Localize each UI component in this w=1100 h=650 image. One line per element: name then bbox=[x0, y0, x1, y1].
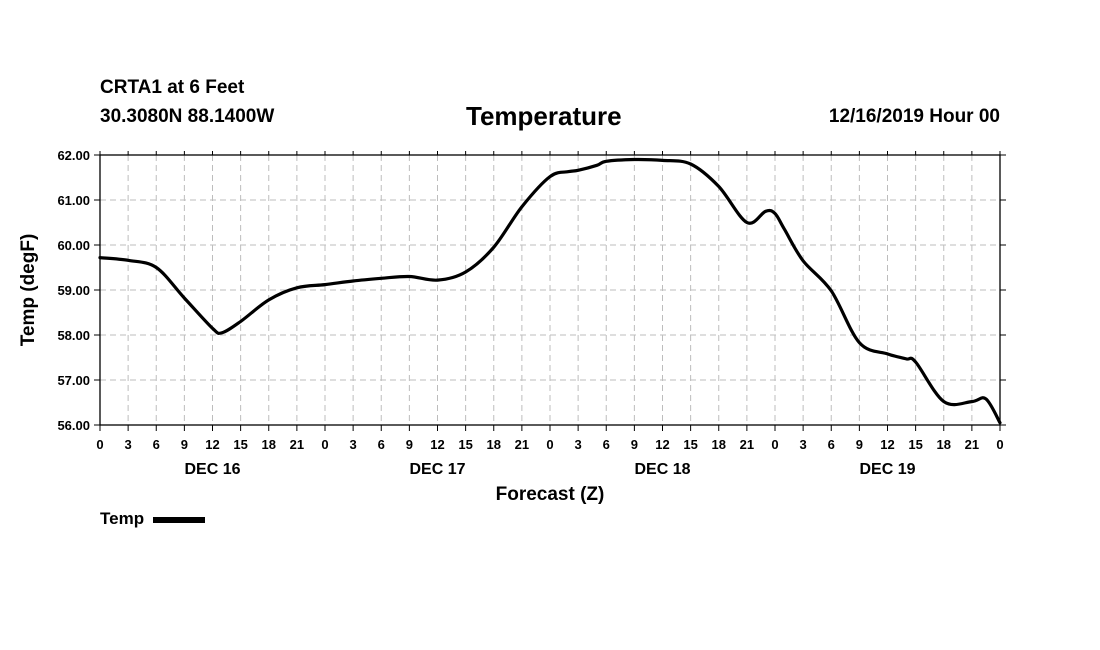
data-point bbox=[595, 164, 598, 167]
x-tick-label: 15 bbox=[908, 437, 922, 452]
data-point bbox=[352, 280, 355, 283]
data-point bbox=[324, 283, 327, 286]
x-tick-label: 12 bbox=[205, 437, 219, 452]
x-tick-label: 18 bbox=[937, 437, 951, 452]
data-point bbox=[577, 169, 580, 172]
x-tick-label: 18 bbox=[487, 437, 501, 452]
day-label: DEC 17 bbox=[409, 461, 465, 478]
x-tick-label: 9 bbox=[406, 437, 413, 452]
y-axis-label: Temp (degF) bbox=[18, 234, 39, 347]
x-tick-label: 18 bbox=[262, 437, 276, 452]
data-point bbox=[942, 400, 945, 403]
data-point bbox=[380, 277, 383, 280]
x-tick-label: 6 bbox=[603, 437, 610, 452]
data-point bbox=[408, 275, 411, 278]
x-tick-label: 3 bbox=[350, 437, 357, 452]
data-point bbox=[295, 286, 298, 289]
x-tick-label: 0 bbox=[996, 437, 1003, 452]
x-tick-label: 0 bbox=[546, 437, 553, 452]
x-tick-label: 15 bbox=[458, 437, 472, 452]
data-point bbox=[127, 259, 130, 262]
y-tick-label: 61.00 bbox=[57, 193, 90, 208]
data-point bbox=[689, 163, 692, 166]
coordinates-label: 30.3080N 88.1400W bbox=[100, 106, 275, 127]
x-tick-label: 9 bbox=[856, 437, 863, 452]
data-point bbox=[492, 246, 495, 249]
data-point bbox=[520, 205, 523, 208]
data-point bbox=[605, 160, 608, 163]
data-point bbox=[211, 327, 214, 330]
data-point bbox=[661, 159, 664, 162]
x-tick-label: 6 bbox=[153, 437, 160, 452]
y-tick-label: 56.00 bbox=[57, 418, 90, 433]
x-tick-label: 21 bbox=[965, 437, 979, 452]
x-tick-label: 3 bbox=[125, 437, 132, 452]
data-point bbox=[549, 175, 552, 178]
data-point bbox=[436, 279, 439, 282]
x-tick-label: 6 bbox=[828, 437, 835, 452]
data-point bbox=[905, 357, 908, 360]
station-label: CRTA1 at 6 Feet bbox=[100, 77, 245, 98]
x-tick-label: 21 bbox=[515, 437, 529, 452]
data-point bbox=[633, 158, 636, 161]
chart-title: Temperature bbox=[466, 101, 622, 131]
data-point bbox=[970, 400, 973, 403]
data-point bbox=[464, 271, 467, 274]
data-point bbox=[267, 298, 270, 301]
x-tick-label: 15 bbox=[233, 437, 247, 452]
series-line-temp bbox=[98, 157, 1002, 425]
legend-label: Temp bbox=[100, 509, 145, 528]
x-tick-label: 18 bbox=[712, 437, 726, 452]
data-point bbox=[239, 320, 242, 323]
x-tick-label: 0 bbox=[771, 437, 778, 452]
day-label: DEC 18 bbox=[634, 461, 690, 478]
data-point bbox=[830, 289, 833, 292]
x-tick-label: 21 bbox=[290, 437, 304, 452]
day-label: DEC 19 bbox=[859, 461, 915, 478]
y-tick-label: 57.00 bbox=[57, 373, 90, 388]
day-label: DEC 16 bbox=[184, 461, 240, 478]
day-labels: DEC 16 DEC 17 DEC 18 DEC 19 bbox=[184, 461, 915, 478]
x-tick-label: 21 bbox=[740, 437, 754, 452]
data-point bbox=[567, 170, 570, 173]
x-tick-label: 0 bbox=[96, 437, 103, 452]
y-tick-label: 62.00 bbox=[57, 148, 90, 163]
x-tick-label: 12 bbox=[880, 437, 894, 452]
x-axis-label: Forecast (Z) bbox=[496, 484, 605, 505]
grid-lines bbox=[100, 155, 1000, 425]
legend-line-swatch bbox=[153, 517, 206, 523]
data-point bbox=[984, 397, 987, 400]
data-point bbox=[802, 259, 805, 262]
data-point bbox=[914, 361, 917, 364]
x-tick-label: 3 bbox=[575, 437, 582, 452]
data-point bbox=[717, 185, 720, 188]
y-axis: 56.00 57.00 58.00 59.00 60.00 61.00 62.00 bbox=[57, 148, 1006, 433]
y-tick-label: 58.00 bbox=[57, 328, 90, 343]
x-tick-label: 0 bbox=[321, 437, 328, 452]
data-point bbox=[783, 228, 786, 231]
data-point bbox=[764, 210, 767, 213]
data-point bbox=[155, 266, 158, 269]
y-tick-label: 59.00 bbox=[57, 283, 90, 298]
x-tick-label: 3 bbox=[800, 437, 807, 452]
data-point bbox=[774, 212, 777, 215]
data-point bbox=[220, 331, 223, 334]
x-tick-label: 9 bbox=[631, 437, 638, 452]
data-point bbox=[886, 352, 889, 355]
x-tick-label: 15 bbox=[683, 437, 697, 452]
x-axis: 0 3 6 9 12 15 18 21 0 3 6 9 12 15 18 21 0 3 6 9 12 15 18 21 0 3 6 9… bbox=[96, 151, 1004, 452]
data-point bbox=[745, 221, 748, 224]
legend: Temp bbox=[100, 509, 206, 529]
data-point bbox=[999, 421, 1002, 424]
x-tick-label: 12 bbox=[430, 437, 444, 452]
y-tick-label: 60.00 bbox=[57, 238, 90, 253]
x-tick-label: 6 bbox=[378, 437, 385, 452]
run-time-label: 12/16/2019 Hour 00 bbox=[828, 106, 1000, 127]
data-point bbox=[99, 256, 102, 259]
x-tick-label: 9 bbox=[181, 437, 188, 452]
data-point bbox=[858, 341, 861, 344]
x-tick-label: 12 bbox=[655, 437, 669, 452]
data-point bbox=[183, 297, 186, 300]
